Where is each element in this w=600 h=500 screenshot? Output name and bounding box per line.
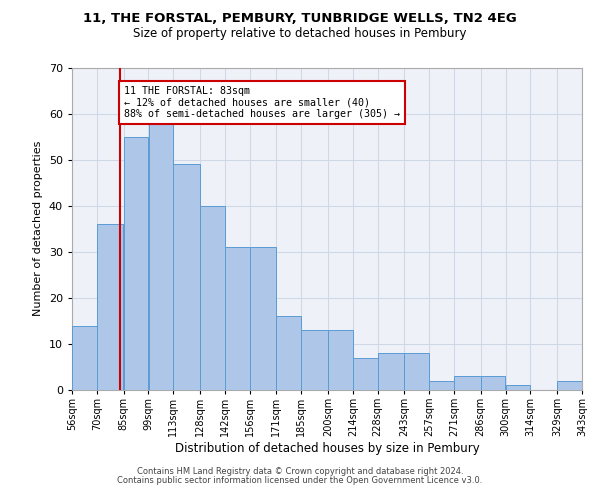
Bar xyxy=(353,358,377,390)
Bar xyxy=(454,376,481,390)
Bar xyxy=(557,381,582,390)
Bar xyxy=(124,136,148,390)
Text: Contains HM Land Registry data © Crown copyright and database right 2024.: Contains HM Land Registry data © Crown c… xyxy=(137,467,463,476)
Bar xyxy=(250,247,276,390)
Bar xyxy=(277,316,301,390)
Text: Size of property relative to detached houses in Pembury: Size of property relative to detached ho… xyxy=(133,28,467,40)
Text: 11 THE FORSTAL: 83sqm
← 12% of detached houses are smaller (40)
88% of semi-deta: 11 THE FORSTAL: 83sqm ← 12% of detached … xyxy=(124,86,400,119)
Bar xyxy=(481,376,505,390)
Bar xyxy=(173,164,200,390)
Bar xyxy=(225,247,250,390)
Bar xyxy=(97,224,124,390)
Bar xyxy=(200,206,224,390)
Bar xyxy=(430,381,454,390)
X-axis label: Distribution of detached houses by size in Pembury: Distribution of detached houses by size … xyxy=(175,442,479,455)
Bar xyxy=(404,353,429,390)
Text: Contains public sector information licensed under the Open Government Licence v3: Contains public sector information licen… xyxy=(118,476,482,485)
Bar xyxy=(378,353,404,390)
Bar xyxy=(301,330,328,390)
Text: 11, THE FORSTAL, PEMBURY, TUNBRIDGE WELLS, TN2 4EG: 11, THE FORSTAL, PEMBURY, TUNBRIDGE WELL… xyxy=(83,12,517,26)
Bar xyxy=(506,386,530,390)
Bar xyxy=(72,326,97,390)
Bar xyxy=(149,123,173,390)
Bar xyxy=(328,330,353,390)
Y-axis label: Number of detached properties: Number of detached properties xyxy=(33,141,43,316)
